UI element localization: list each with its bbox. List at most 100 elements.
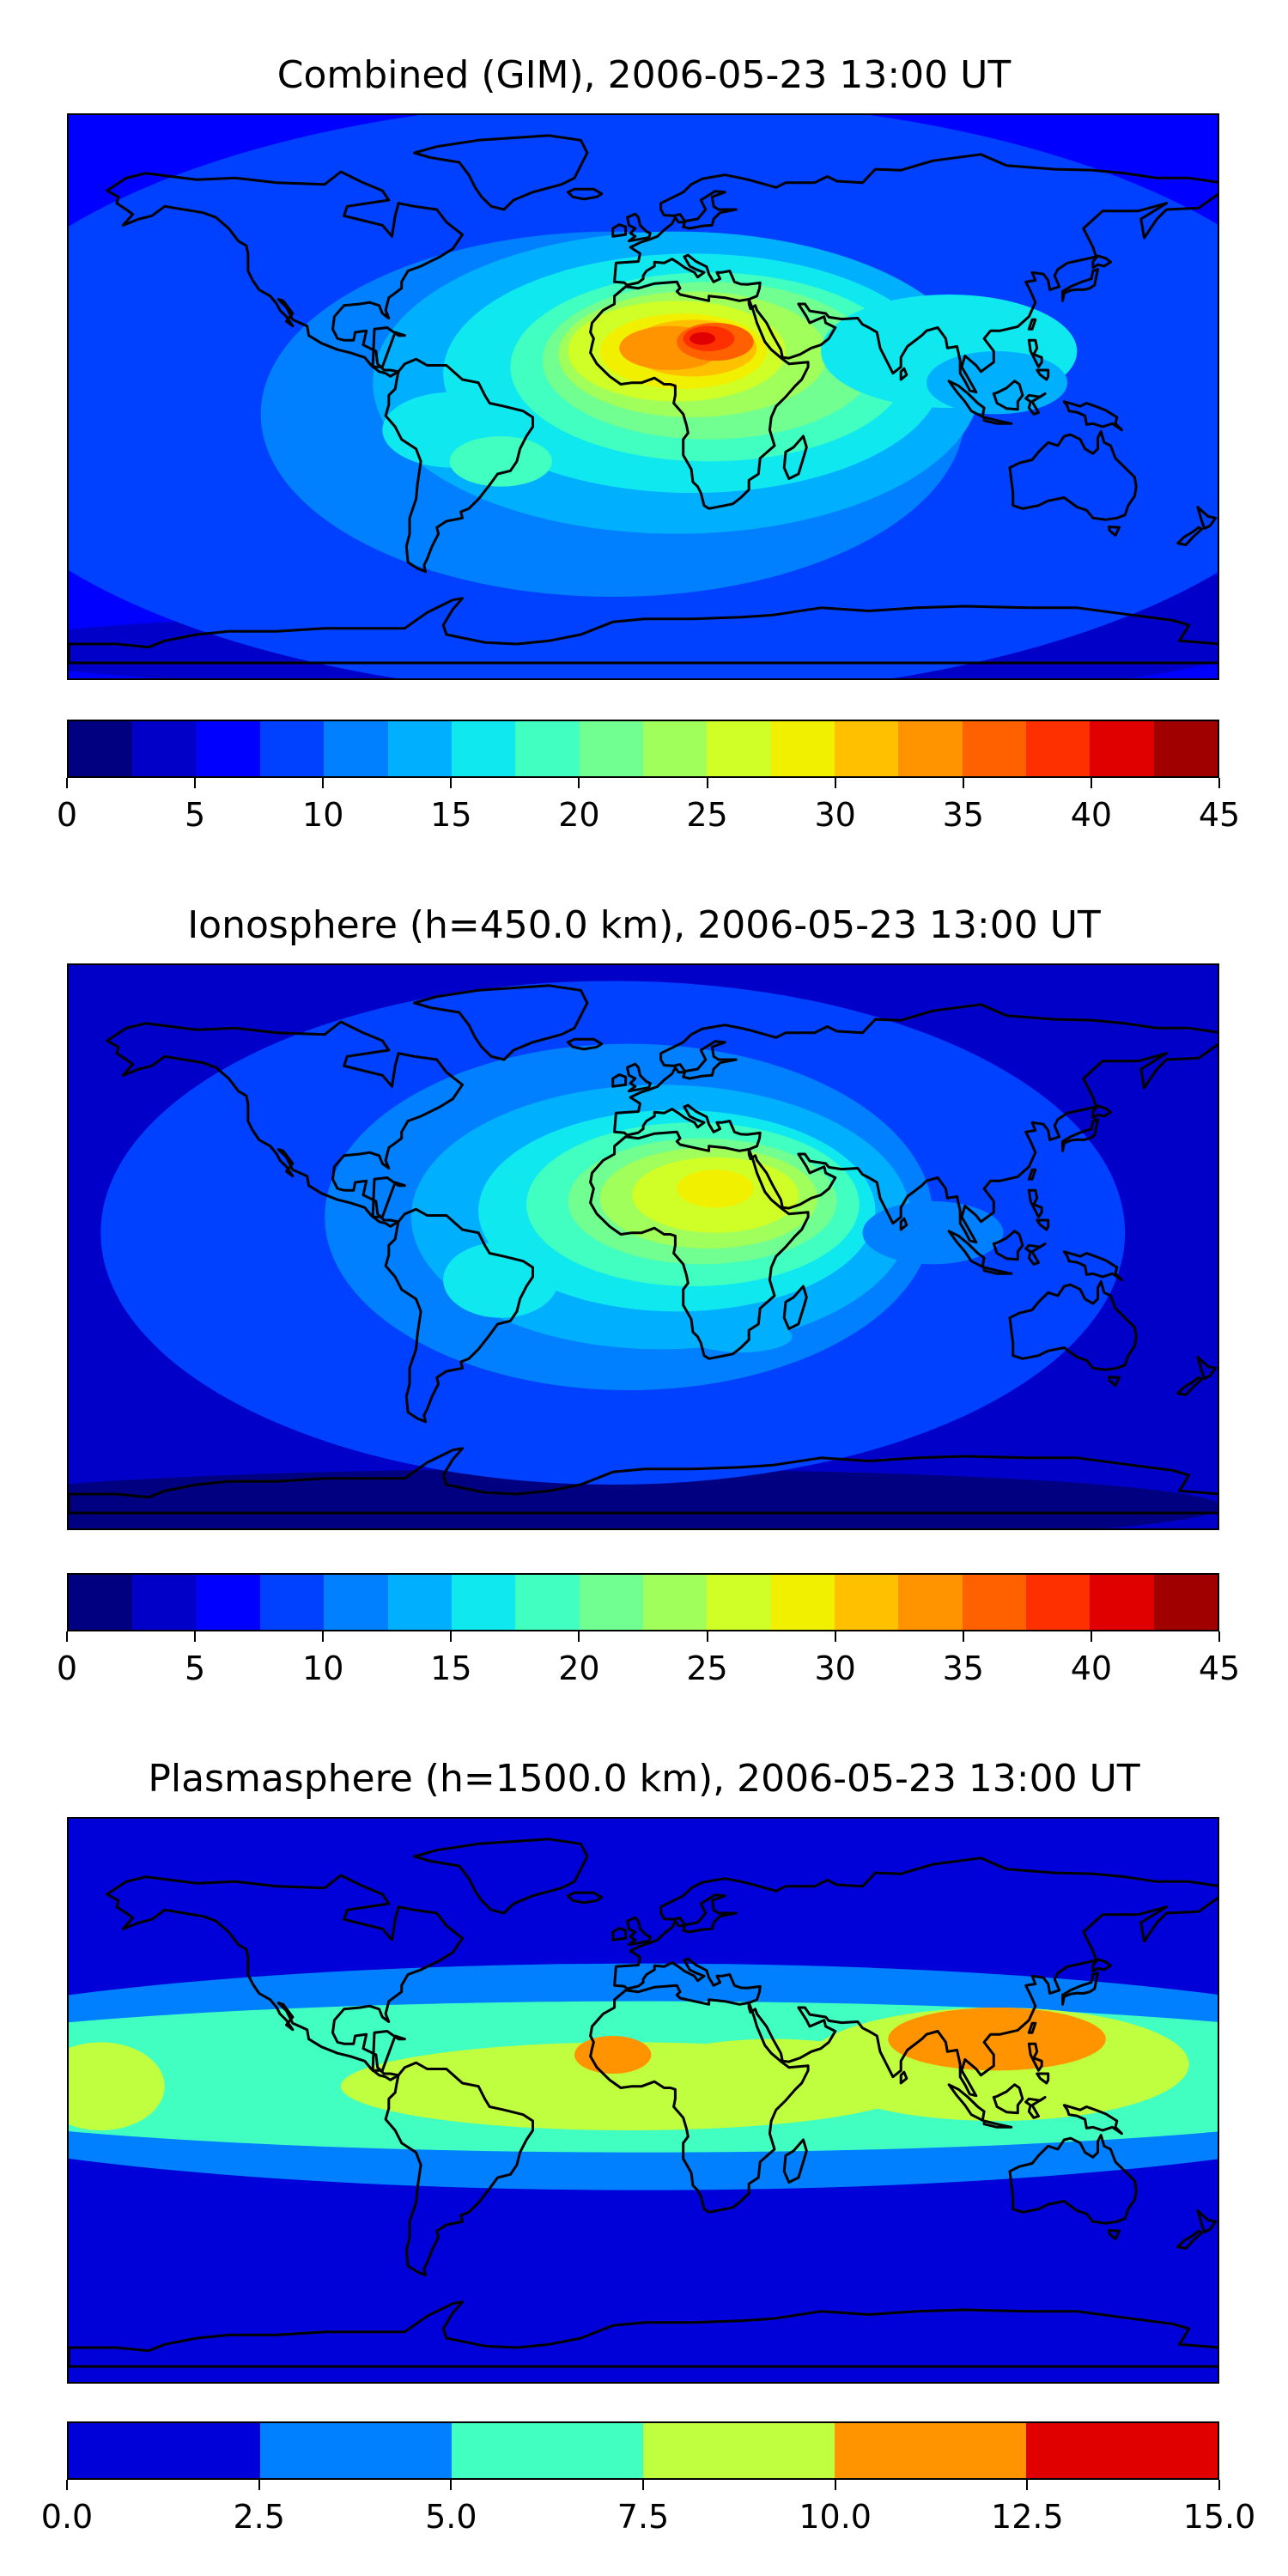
contour-region: [574, 2036, 652, 2074]
colorbar-tick: [194, 1631, 197, 1642]
colorbar-tick-label: 2.5: [233, 2498, 285, 2536]
colorbar-tick-label: 15: [430, 1649, 472, 1687]
coastline: [1027, 338, 1043, 368]
contour-region: [888, 2008, 1106, 2071]
colorbar-tick-label: 10: [302, 796, 344, 834]
colorbar-tick: [66, 778, 68, 788]
colorbar-tick-label: 40: [1070, 796, 1113, 834]
colorbar-ticks-ionosphere: 0 5 10 15 20 25 30 35 40 45: [57, 1631, 1240, 1687]
coastline: [626, 1916, 652, 1947]
contour-region: [449, 436, 552, 487]
chart-title-2: Ionosphere (h=450.0 km), 2006-05-23 13:0…: [187, 903, 1101, 947]
colorbar-tick: [322, 1631, 325, 1642]
colorbar-tick-label: 35: [942, 796, 984, 834]
coastline: [1176, 1376, 1204, 1396]
coastline: [1036, 1218, 1050, 1231]
contour-region: [690, 1321, 793, 1352]
colorbar-tick: [834, 2480, 836, 2490]
coastline: [613, 1003, 1218, 1244]
colorbar-segment: [515, 1575, 580, 1630]
coastline: [589, 1984, 810, 2214]
coastline: [782, 1285, 808, 1330]
colorbar-segment: [770, 721, 835, 776]
colorbar-combined: [67, 720, 1219, 778]
colorbar-segment: [260, 2423, 452, 2478]
coastline: [947, 1230, 986, 1268]
colorbar-segment: [451, 1575, 516, 1630]
coastline: [982, 1266, 1013, 1275]
coastline: [626, 212, 652, 243]
coastline: [413, 134, 589, 211]
colorbar-segment: [898, 1575, 963, 1630]
colorbar-segment: [69, 2423, 260, 2478]
colorbar-tick-label: 10.0: [799, 2498, 872, 2536]
coastline: [106, 1874, 464, 2081]
colorbar-tick: [450, 2480, 453, 2490]
coastline: [992, 2083, 1024, 2115]
coastline: [899, 2070, 908, 2085]
coastline: [899, 1217, 908, 1231]
colorbar-tick: [66, 2480, 68, 2490]
colorbar-segment: [642, 1575, 708, 1630]
colorbar-tick: [1218, 2480, 1220, 2490]
coastline: [413, 984, 589, 1061]
colorbar-segment: [132, 1575, 197, 1630]
chart-title-1: Combined (GIM), 2006-05-23 13:00 UT: [276, 53, 1012, 97]
colorbar-segment: [579, 1575, 643, 1630]
colorbar-tick-label: 40: [1070, 1649, 1113, 1687]
colorbar-segment: [707, 721, 771, 776]
map0-svg: [69, 115, 1218, 678]
coastline: [1061, 1118, 1099, 1152]
coastline: [1008, 1280, 1138, 1371]
colorbar-ticks-combined: 0 5 10 15 20 25 30 35 40 45: [57, 778, 1240, 833]
colorbar-tick: [642, 2480, 644, 2490]
colorbar-segment: [962, 1575, 1026, 1630]
coastline: [947, 2083, 986, 2122]
coastline: [1061, 268, 1099, 302]
coastline: [69, 1447, 1218, 1515]
colorbar-segment: [69, 721, 133, 776]
coastline: [992, 1230, 1024, 1261]
colorbar-tick-label: 0.0: [40, 2498, 94, 2536]
colorbar-segment: [387, 721, 452, 776]
colorbar-tick: [1218, 778, 1220, 788]
colorbar-tick-label: 5: [185, 796, 206, 834]
colorbar-ionosphere: [67, 1573, 1219, 1631]
colorbar-segment: [835, 2423, 1026, 2478]
colorbar-tick: [706, 778, 708, 788]
colorbar-tick: [1026, 2480, 1029, 2490]
colorbar-tick: [450, 1631, 453, 1642]
contour-region: [690, 332, 716, 345]
colorbar-segment: [1153, 721, 1218, 776]
colorbar-tick: [450, 778, 453, 788]
coastline: [106, 1020, 464, 1228]
colorbar-segment: [1090, 721, 1154, 776]
coastline: [106, 170, 464, 378]
colorbar-segment: [962, 721, 1026, 776]
colorbar-tick-label: 30: [814, 796, 856, 834]
coastline: [1027, 318, 1037, 331]
colorbar-segment: [196, 721, 260, 776]
coastline: [626, 1062, 652, 1093]
coastline: [1176, 2229, 1204, 2250]
coastline: [1062, 400, 1123, 432]
chart-title-3: Plasmasphere (h=1500.0 km), 2006-05-23 1…: [148, 1757, 1140, 1801]
coastline: [371, 2030, 406, 2072]
colorbar-segment: [898, 721, 963, 776]
coastline: [69, 597, 1218, 665]
coastline: [1091, 1958, 1112, 1973]
colorbar-tick: [578, 778, 580, 788]
colorbar-segment: [834, 721, 899, 776]
coastline: [992, 380, 1024, 411]
colorbar-tick: [66, 1631, 68, 1642]
coastline: [1062, 1250, 1123, 1282]
coastline: [567, 1891, 604, 1905]
colorbar-segment: [324, 1575, 388, 1630]
colorbar-tick: [578, 1631, 580, 1642]
coastline: [1091, 1104, 1112, 1120]
coastline: [69, 2300, 1218, 2368]
colorbar-segment: [196, 1575, 260, 1630]
coastline: [982, 2119, 1013, 2129]
colorbar-plasmasphere: [67, 2421, 1219, 2480]
coastline: [589, 1130, 810, 1360]
